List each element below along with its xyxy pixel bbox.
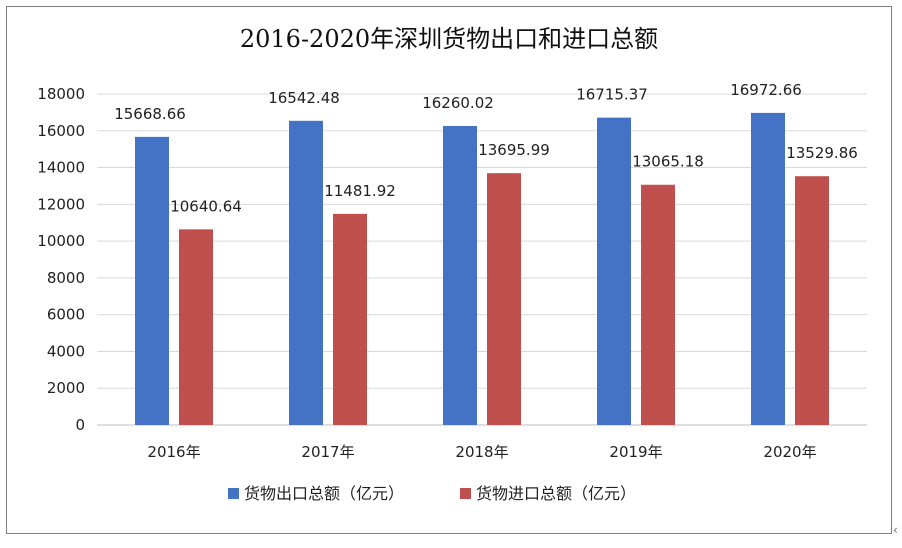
data-label: 16715.37 [576, 86, 648, 104]
y-axis-ticks: 0 2000 4000 6000 8000 10000 12000 14000 16000 180… [37, 85, 85, 434]
bar-export [289, 120, 323, 425]
y-tick-label: 10000 [37, 232, 85, 250]
data-label: 16260.02 [422, 94, 494, 112]
chart-title: 2016-2020年深圳货物出口和进口总额 [240, 25, 658, 53]
data-label: 13695.99 [478, 141, 550, 159]
data-label: 15668.66 [114, 105, 186, 123]
bar-import [641, 184, 675, 425]
legend-swatch [460, 488, 471, 499]
bar-export [443, 125, 477, 425]
legend-swatch [228, 488, 239, 499]
data-label: 16542.48 [268, 89, 340, 107]
bar-import [333, 213, 367, 425]
y-tick-label: 2000 [47, 379, 85, 397]
y-tick-label: 4000 [47, 342, 85, 360]
bar-import [487, 173, 521, 425]
data-labels: 15668.66 10640.64 16542.48 11481.92 16260.02… [114, 81, 858, 215]
y-tick-label: 12000 [37, 195, 85, 213]
bar-export [135, 136, 169, 425]
y-tick-label: 14000 [37, 159, 85, 177]
corner-arrow-icon: ‹ [893, 523, 898, 537]
bar-import [179, 229, 213, 425]
chart-frame: 2016-2020年深圳货物出口和进口总额 0 2000 4000 6000 8000 1… [6, 6, 892, 534]
x-tick-label: 2017年 [301, 443, 354, 461]
y-tick-label: 0 [75, 416, 85, 434]
legend-label: 货物出口总额（亿元） [244, 484, 404, 503]
x-tick-label: 2019年 [609, 443, 662, 461]
bar-export [751, 112, 785, 426]
y-tick-label: 8000 [47, 269, 85, 287]
data-label: 13529.86 [786, 144, 858, 162]
x-tick-label: 2018年 [455, 443, 508, 461]
y-tick-label: 18000 [37, 85, 85, 103]
data-label: 10640.64 [170, 197, 242, 215]
bar-chart: 2016-2020年深圳货物出口和进口总额 0 2000 4000 6000 8000 1… [37, 25, 867, 503]
legend: 货物出口总额（亿元） 货物进口总额（亿元） [228, 484, 636, 503]
data-label: 13065.18 [632, 153, 704, 171]
data-label: 16972.66 [730, 81, 802, 99]
legend-label: 货物进口总额（亿元） [476, 484, 636, 503]
bar-import [795, 176, 829, 425]
bar-export [597, 117, 631, 425]
data-label: 11481.92 [324, 182, 396, 200]
y-tick-label: 6000 [47, 306, 85, 324]
bars [135, 112, 829, 426]
x-axis-ticks: 2016年 2017年 2018年 2019年 2020年 [147, 443, 816, 461]
x-tick-label: 2016年 [147, 443, 200, 461]
y-tick-label: 16000 [37, 122, 85, 140]
x-tick-label: 2020年 [763, 443, 816, 461]
gridlines [97, 93, 867, 426]
